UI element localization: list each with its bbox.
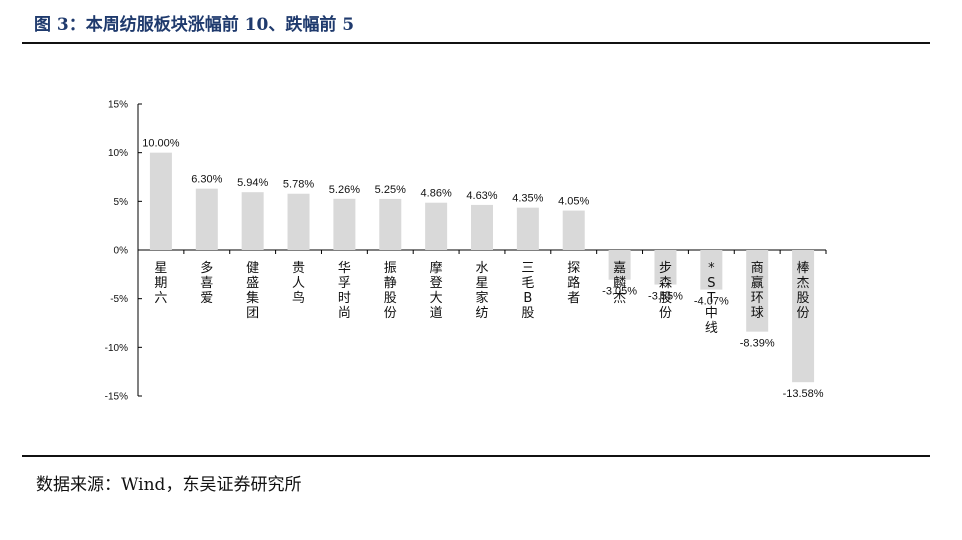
source-note: 数据来源：Wind，东吴证券研究所 (36, 475, 302, 495)
category-label: 健盛集团 (246, 261, 259, 321)
value-label: -3.05% (602, 286, 637, 298)
value-label: -13.58% (783, 388, 824, 400)
y-tick-label: 15% (108, 100, 128, 111)
value-label: 4.05% (558, 196, 589, 208)
value-label: 5.94% (237, 177, 268, 189)
category-label: 振静股份 (384, 261, 397, 321)
category-label: 贵人鸟 (292, 261, 305, 306)
category-label: 棒杰股份 (797, 261, 810, 321)
bar (746, 250, 769, 332)
bar (792, 250, 815, 383)
value-label: 4.35% (512, 193, 543, 205)
bar (654, 250, 677, 285)
source-divider (22, 455, 930, 457)
bar (608, 250, 631, 280)
category-label: 三毛 B 股 (521, 261, 534, 321)
category-label: 商赢环球 (751, 261, 764, 321)
bars (149, 152, 815, 383)
y-tick-label: -10% (105, 343, 128, 354)
category-label: 水星家纺 (475, 261, 488, 321)
category-label: 嘉麟杰 (613, 261, 626, 306)
bar (333, 198, 356, 250)
bar (241, 192, 264, 250)
bar (379, 198, 402, 250)
category-label: 星期六 (154, 261, 167, 306)
y-tick-label: -5% (110, 294, 128, 305)
value-label: 5.78% (283, 179, 314, 191)
y-tick-label: 10% (108, 148, 128, 159)
bar (516, 207, 539, 250)
bar (700, 250, 723, 290)
bar (471, 204, 493, 250)
value-label: -8.39% (740, 338, 775, 350)
bar (195, 188, 218, 250)
value-label: 5.25% (375, 184, 406, 196)
bar-chart: 15% 10% 5% 0% -5% -10% -15% 10.00% 星期六 6.30% 多喜爱 5… (105, 100, 827, 403)
bar (425, 202, 448, 250)
y-tick-label: 0% (114, 246, 129, 257)
value-label: 10.00% (142, 138, 180, 150)
value-label: 5.26% (329, 184, 360, 196)
labels: 10.00% 星期六 6.30% 多喜爱 5.94% 健盛集团 5.78% 贵人鸟 5.26% 华… (142, 138, 823, 401)
category-label: 探路者 (567, 261, 580, 306)
value-label: -4.07% (694, 296, 729, 308)
value-label: 4.86% (421, 188, 452, 200)
bar (149, 152, 172, 250)
category-label: 摩登大道 (430, 260, 443, 321)
figure-title: 图 3：本周纺服板块涨幅前 10、跌幅前 5 (34, 15, 355, 35)
category-label: * S T 中线 (705, 261, 718, 336)
title-divider (22, 42, 930, 44)
category-label: 步森股份 (659, 261, 672, 321)
value-label: -3.55% (648, 291, 683, 303)
y-tick-label: -15% (105, 392, 128, 403)
value-label: 4.63% (466, 190, 497, 202)
category-label: 华孚时尚 (338, 261, 351, 321)
value-label: 6.30% (191, 174, 222, 186)
bar (287, 193, 310, 250)
category-label: 多喜爱 (200, 260, 213, 306)
y-tick-label: 5% (114, 197, 129, 208)
bar (562, 210, 585, 250)
